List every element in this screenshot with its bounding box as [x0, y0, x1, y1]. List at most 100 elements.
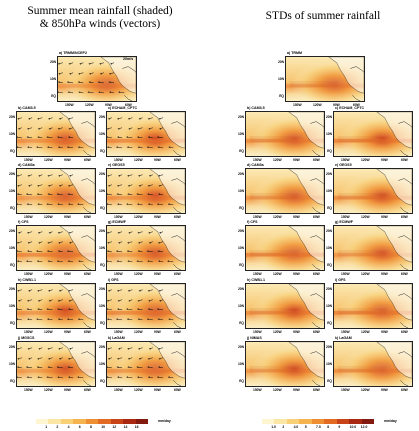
colorbar-tick-label: 4	[67, 425, 70, 429]
lon-tick-label: 120W	[273, 388, 282, 392]
lat-tick-label: EQ	[100, 321, 105, 325]
colorbar-tick-label: 4.0	[293, 425, 299, 429]
right-panel-8	[333, 283, 413, 329]
lon-tick-label: 150W	[341, 158, 350, 162]
lon-tick-label: 150W	[114, 215, 123, 219]
lon-tick-label: 60W	[174, 215, 181, 219]
lon-tick-label: 90W	[293, 330, 300, 334]
left-panel-7	[16, 283, 96, 329]
lat-tick-label: 10N	[8, 132, 15, 136]
colorbar-tick-label: 2	[282, 425, 285, 429]
colorbar-tick-label: 1	[45, 425, 48, 429]
lat-tick-label: EQ	[239, 206, 244, 210]
colorbar-tick-label: 8	[90, 425, 92, 429]
lon-tick-label: 120W	[361, 330, 370, 334]
lon-tick-label: 120W	[273, 215, 282, 219]
lat-tick-label: 10N	[325, 362, 332, 366]
lat-tick-label: 10N	[98, 189, 105, 193]
lat-tick-label: 20N	[49, 60, 56, 64]
lon-tick-label: 120W	[134, 272, 143, 276]
map-plot	[58, 57, 136, 101]
map-plot	[246, 284, 324, 328]
map-plot	[17, 226, 95, 270]
lon-tick-label: 90W	[64, 388, 71, 392]
left-panel-8	[106, 283, 186, 329]
lon-tick-label: 60W	[401, 330, 408, 334]
lon-tick-label: 150W	[253, 215, 262, 219]
lat-tick-label: 10N	[8, 304, 15, 308]
lon-tick-label: 60W	[313, 388, 320, 392]
lat-tick-label: EQ	[10, 379, 15, 383]
lon-tick-label: 90W	[64, 272, 71, 276]
lon-tick-label: 60W	[84, 388, 91, 392]
lon-tick-label: 150W	[24, 272, 33, 276]
lon-tick-label: 120W	[44, 215, 53, 219]
lon-tick-label: 150W	[341, 272, 350, 276]
map-plot	[107, 226, 185, 270]
lat-tick-label: EQ	[10, 206, 15, 210]
lon-tick-label: 90W	[154, 158, 161, 162]
lon-tick-label: 120W	[273, 158, 282, 162]
lat-tick-label: 10N	[237, 304, 244, 308]
right-panel-1	[245, 111, 325, 157]
map-plot	[334, 226, 412, 270]
lon-tick-label: 150W	[65, 103, 74, 107]
lat-tick-label: 10N	[98, 132, 105, 136]
lat-tick-label: 10N	[277, 77, 284, 81]
map-plot	[17, 342, 95, 386]
lon-tick-label: 120W	[361, 215, 370, 219]
colorbar-swatch	[123, 419, 136, 424]
lat-tick-label: 20N	[237, 287, 244, 291]
map-plot	[246, 342, 324, 386]
lat-tick-label: EQ	[10, 149, 15, 153]
lat-tick-label: EQ	[327, 321, 332, 325]
panel-label: e) GEOS5	[335, 163, 352, 167]
lon-tick-label: 150W	[114, 388, 123, 392]
colorbar-swatch	[336, 419, 350, 424]
lon-tick-label: 150W	[253, 330, 262, 334]
map-plot	[334, 284, 412, 328]
lon-tick-label: 120W	[134, 388, 143, 392]
lat-tick-label: 10N	[98, 246, 105, 250]
lat-tick-label: EQ	[239, 321, 244, 325]
lat-tick-label: 20N	[325, 172, 332, 176]
lon-tick-label: 150W	[341, 330, 350, 334]
lat-tick-label: EQ	[327, 149, 332, 153]
lat-tick-label: 20N	[325, 115, 332, 119]
lon-tick-label: 60W	[313, 158, 320, 162]
panel-label: g) ECMWF	[335, 220, 353, 224]
right-panel-0	[285, 56, 365, 102]
colorbar-swatch	[262, 419, 275, 424]
lon-tick-label: 150W	[253, 388, 262, 392]
lat-tick-label: EQ	[327, 263, 332, 267]
lon-tick-label: 150W	[24, 158, 33, 162]
lon-tick-label: 90W	[381, 330, 388, 334]
panel-label: i) GFS	[335, 278, 346, 282]
wind-reference-label: 20m/s	[123, 57, 134, 61]
lon-tick-label: 60W	[313, 272, 320, 276]
colorbar-tick-label: 10.0	[349, 425, 357, 429]
colorbar-swatch	[73, 419, 86, 424]
lat-tick-label: 10N	[98, 304, 105, 308]
lat-tick-label: 10N	[98, 362, 105, 366]
right-colorbar	[262, 419, 374, 424]
lon-tick-label: 120W	[361, 272, 370, 276]
lon-tick-label: 90W	[293, 158, 300, 162]
lon-tick-label: 90W	[381, 388, 388, 392]
lon-tick-label: 150W	[114, 158, 123, 162]
lat-tick-label: EQ	[100, 149, 105, 153]
lat-tick-label: 20N	[237, 345, 244, 349]
colorbar-swatch	[110, 419, 124, 424]
lat-tick-label: EQ	[100, 379, 105, 383]
panel-label: d) CAM3a	[247, 163, 264, 167]
lat-tick-label: 10N	[237, 246, 244, 250]
lat-tick-label: 10N	[325, 246, 332, 250]
colorbar-swatch	[60, 419, 74, 424]
left-panel-0	[57, 56, 137, 102]
colorbar-tick-label: 9	[338, 425, 341, 429]
lat-tick-label: 10N	[8, 246, 15, 250]
panel-label: c) ECHAM_CPTC	[335, 106, 365, 110]
lon-tick-label: 60W	[353, 103, 360, 107]
panel-label: h) CWB1.1	[18, 278, 36, 282]
colorbar-swatch	[98, 419, 111, 424]
